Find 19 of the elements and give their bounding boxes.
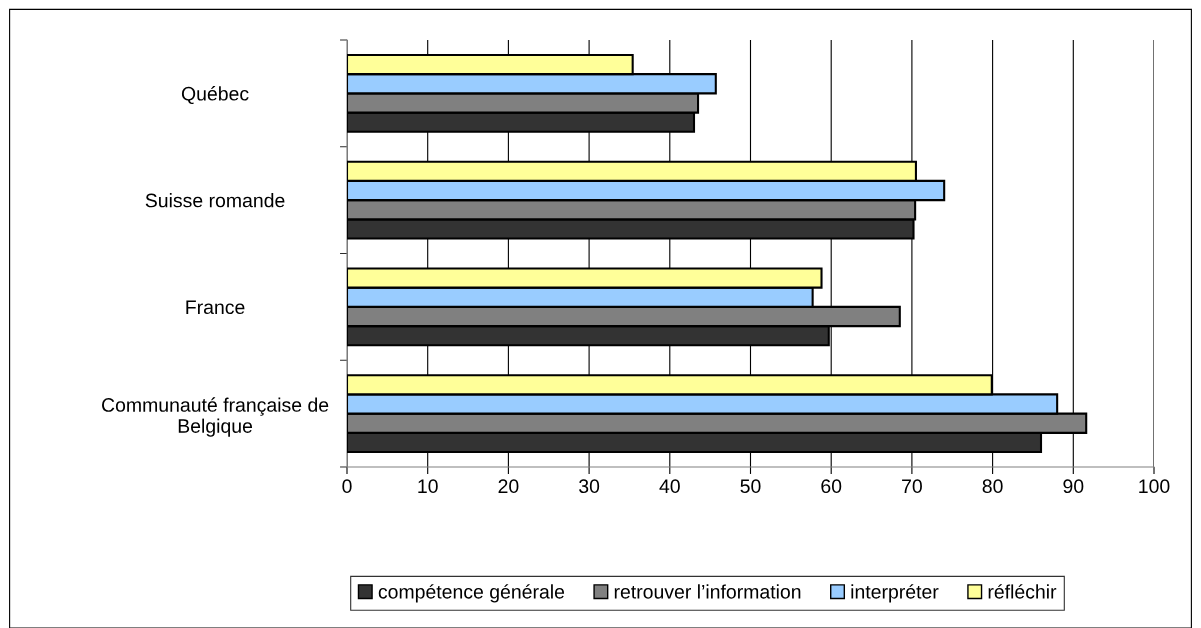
x-tick-label: 0 xyxy=(342,479,352,494)
x-tick-label: 20 xyxy=(498,479,519,494)
x-tick-label: 10 xyxy=(418,479,438,494)
legend-label: retrouver l’information xyxy=(614,584,801,599)
x-tick-label: 80 xyxy=(982,479,1003,494)
legend-label: compétence générale xyxy=(378,584,565,603)
y-tick-label: Communauté française de Belgique xyxy=(102,397,329,437)
x-tick-label: 40 xyxy=(659,479,680,494)
legend-label: interpréter xyxy=(851,584,939,603)
x-tick-label: 70 xyxy=(902,479,922,494)
x-tick-label: 60 xyxy=(821,479,842,494)
legend-label: réfléchir xyxy=(988,584,1057,599)
y-tick-label: Québec xyxy=(181,86,249,105)
x-tick-label: 100 xyxy=(1139,479,1170,494)
x-tick-label: 50 xyxy=(740,479,761,494)
y-tick-label: Suisse romande xyxy=(145,193,285,208)
x-tick-label: 90 xyxy=(1063,479,1084,494)
x-tick-label: 30 xyxy=(579,479,600,494)
y-tick-label: France xyxy=(186,300,245,315)
